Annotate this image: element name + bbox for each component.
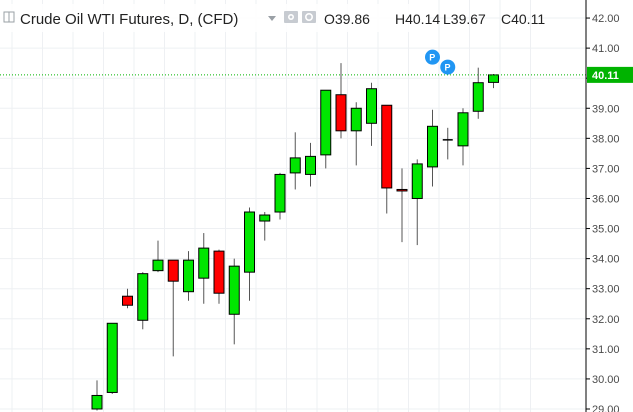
- candle[interactable]: [396, 168, 408, 243]
- candle-body: [228, 265, 240, 315]
- marker-circle: [440, 59, 456, 75]
- candle[interactable]: [213, 249, 225, 304]
- axis-tick-label: 36.00: [592, 193, 620, 205]
- candle-body: [488, 74, 499, 83]
- candle-body: [183, 259, 194, 293]
- candle[interactable]: [122, 288, 133, 309]
- candle[interactable]: [442, 127, 453, 160]
- axis-tick-label: 38.00: [592, 133, 620, 145]
- candle-body: [381, 104, 393, 189]
- candle[interactable]: [472, 67, 484, 119]
- gear-icon[interactable]: [302, 11, 316, 23]
- candle-body: [305, 155, 316, 175]
- candle-body: [427, 125, 438, 168]
- ohlc-value-h: H40.14: [395, 11, 440, 27]
- axis-tick-label: 39.00: [592, 103, 620, 115]
- candles: [91, 63, 499, 411]
- candle-body: [152, 259, 164, 272]
- axis-tick-label: 42.00: [592, 13, 620, 25]
- ohlc-value-o: O39.86: [324, 11, 370, 27]
- candle-body: [91, 394, 103, 410]
- candle-body: [198, 247, 210, 279]
- ohlc-value-l: L39.67: [443, 11, 486, 27]
- candle[interactable]: [488, 73, 499, 89]
- candle[interactable]: [259, 212, 271, 241]
- candle[interactable]: [167, 259, 179, 357]
- axis-tick-label: 35.00: [592, 224, 620, 236]
- candle[interactable]: [457, 108, 469, 166]
- header-backdrop: [0, 4, 430, 32]
- candle-body: [259, 214, 271, 222]
- candle-body: [335, 94, 347, 132]
- candle-body: [289, 157, 301, 174]
- candle[interactable]: [228, 258, 240, 345]
- candle[interactable]: [91, 380, 103, 411]
- candle[interactable]: [350, 102, 362, 166]
- axis-tick-label: 31.00: [592, 344, 620, 356]
- candle[interactable]: [106, 322, 118, 394]
- candle[interactable]: [152, 240, 164, 273]
- event-marker-icon[interactable]: P: [440, 59, 456, 75]
- candle[interactable]: [137, 272, 149, 330]
- last-price-label: 40.11: [592, 70, 619, 82]
- axis-tick-label: 37.00: [592, 163, 620, 175]
- marker-label: P: [429, 52, 435, 62]
- ohlc-value-c: C40.11: [501, 11, 545, 27]
- ohlc-values: O39.86 H40.14 L39.67 C40.11: [324, 11, 545, 27]
- candle-body: [472, 82, 484, 112]
- candle-body: [137, 273, 149, 321]
- candle-body: [320, 89, 332, 156]
- candle[interactable]: [244, 207, 255, 301]
- last-price-tag: [587, 66, 633, 83]
- axis-tick-label: 29.00: [592, 404, 620, 412]
- candle-body: [106, 322, 118, 393]
- candle-body: [274, 173, 286, 213]
- axis-tick-label: 34.00: [592, 254, 620, 266]
- axis-tick-label: 33.00: [592, 284, 620, 296]
- candle[interactable]: [289, 132, 301, 190]
- marker-label: P: [444, 62, 450, 72]
- candle[interactable]: [335, 63, 347, 139]
- event-marker-icon[interactable]: P: [425, 49, 440, 65]
- axis-tick-label: 32.00: [592, 314, 620, 326]
- candle-body: [244, 211, 255, 273]
- candle-body: [411, 163, 423, 199]
- price-axis[interactable]: 42.0041.0040.0039.0038.0037.0036.0035.00…: [586, 13, 633, 412]
- candle[interactable]: [366, 82, 377, 146]
- eye-icon[interactable]: [284, 11, 298, 23]
- candle-body: [213, 250, 225, 294]
- candle[interactable]: [183, 251, 194, 301]
- candle-body: [366, 88, 377, 124]
- markers: PP: [425, 49, 456, 75]
- marker-circle: [425, 49, 440, 65]
- axis-tick-label: 41.00: [592, 43, 620, 55]
- candle[interactable]: [305, 142, 316, 187]
- candle[interactable]: [381, 104, 393, 214]
- candle-body: [122, 295, 133, 306]
- chart-title: Crude Oil WTI Futures, D, (CFD): [20, 11, 238, 28]
- axis-tick-label: 30.00: [592, 374, 620, 386]
- grid-lines: [0, 0, 586, 412]
- candle-body: [457, 112, 469, 147]
- candle-body: [396, 188, 408, 192]
- candle[interactable]: [198, 233, 210, 304]
- chart-header: Crude Oil WTI Futures, D, (CFD) O39.86 H4…: [0, 4, 545, 32]
- candle[interactable]: [274, 172, 286, 220]
- candle[interactable]: [411, 159, 423, 246]
- candle-body: [167, 259, 179, 282]
- candle[interactable]: [427, 109, 438, 187]
- chevron-down-icon[interactable]: [268, 16, 276, 21]
- candle-body: [350, 107, 362, 132]
- candle[interactable]: [320, 89, 332, 169]
